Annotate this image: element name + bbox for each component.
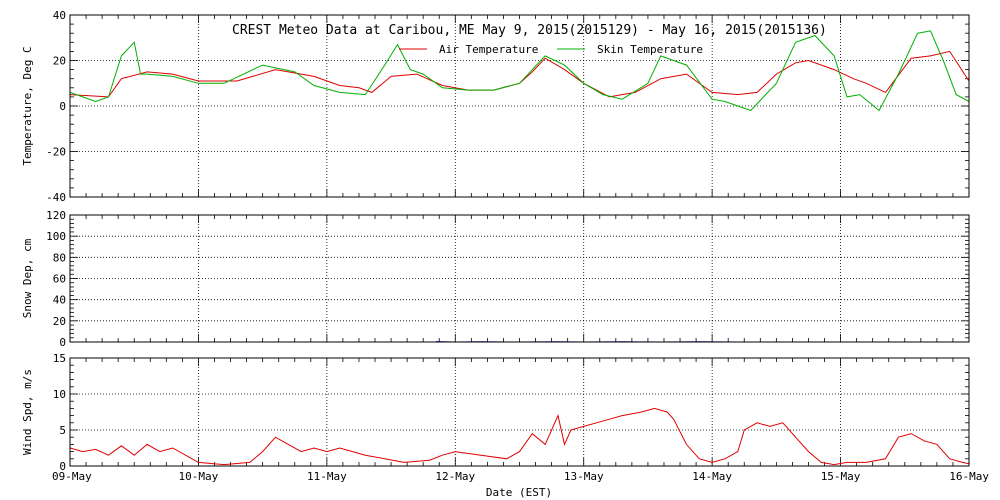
y-axis-label: Wind Spd, m/s [21,369,34,455]
y-tick-label: 20 [53,55,66,68]
legend-label: Skin Temperature [597,43,703,56]
panel-0: -40 -20 0 20 40 Temperature, Deg C Air Tempera… [21,9,970,204]
x-tick-label: 11-May [307,470,347,483]
chart-panels: -40 -20 0 20 40 Temperature, Deg C Air Tempera… [21,9,989,483]
panel-frame [69,357,970,467]
y-tick-label: 40 [53,9,66,22]
x-tick-label: 12-May [435,470,475,483]
y-tick-label: 100 [46,230,66,243]
y-tick-label: 5 [59,424,66,437]
y-axis-label: Temperature, Deg C [21,46,34,165]
y-tick-label: -40 [46,191,66,204]
y-axis-label: Snow Dep, cm [21,238,34,318]
series-line-0-0 [69,50,970,98]
panel-2: 0 5 10 15 Wind Spd, m/s [21,352,970,473]
series-line-2-0 [69,407,970,466]
panel-frame [69,214,970,343]
y-tick-label: 20 [53,315,66,328]
x-tick-label: 09-May [52,470,92,483]
panel-1: 0 20 40 60 80 100 120 Snow Dep, cm [21,209,970,349]
y-tick-label: 120 [46,209,66,222]
panel-frame [69,14,970,198]
y-tick-label: 0 [59,460,66,473]
legend-label: Air Temperature [439,43,538,56]
x-tick-label: 15-May [821,470,861,483]
x-tick-label: 13-May [564,470,604,483]
y-tick-label: 15 [53,352,66,365]
y-tick-label: 10 [53,388,66,401]
y-tick-label: 0 [59,100,66,113]
x-tick-label: 10-May [179,470,219,483]
y-tick-label: 60 [53,273,66,286]
x-axis-label: Date (EST) [486,486,552,499]
x-tick-label: 14-May [692,470,732,483]
x-tick-label: 16-May [949,470,989,483]
y-tick-label: 40 [53,294,66,307]
y-tick-label: -20 [46,146,66,159]
series-line-0-1 [69,30,970,112]
y-tick-label: 80 [53,251,66,264]
chart-title: CREST Meteo Data at Caribou, ME May 9, 2… [232,23,827,38]
y-tick-label: 0 [59,336,66,349]
